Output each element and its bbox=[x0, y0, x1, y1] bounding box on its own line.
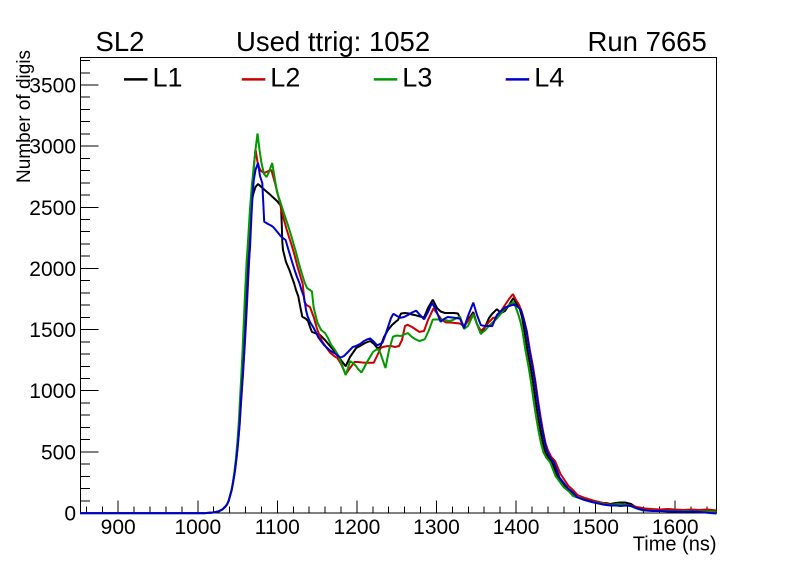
svg-text:L4: L4 bbox=[534, 63, 564, 93]
svg-text:Time (ns): Time (ns) bbox=[633, 534, 717, 556]
svg-text:L2: L2 bbox=[270, 63, 300, 93]
svg-text:2500: 2500 bbox=[29, 197, 76, 220]
svg-text:900: 900 bbox=[101, 516, 136, 539]
svg-text:1000: 1000 bbox=[174, 516, 221, 539]
svg-text:L1: L1 bbox=[153, 63, 183, 93]
svg-text:Run 7665: Run 7665 bbox=[588, 26, 707, 57]
svg-text:1100: 1100 bbox=[255, 516, 300, 539]
svg-text:3500: 3500 bbox=[29, 75, 76, 98]
svg-text:1000: 1000 bbox=[29, 380, 76, 403]
svg-text:2000: 2000 bbox=[29, 258, 76, 281]
svg-text:1500: 1500 bbox=[572, 516, 619, 539]
svg-text:1600: 1600 bbox=[652, 516, 699, 539]
svg-text:1500: 1500 bbox=[29, 319, 76, 342]
svg-text:1300: 1300 bbox=[413, 516, 460, 539]
svg-text:3000: 3000 bbox=[29, 136, 76, 159]
svg-text:Number of digis: Number of digis bbox=[14, 50, 35, 183]
svg-text:1200: 1200 bbox=[334, 516, 381, 539]
svg-text:Used ttrig: 1052: Used ttrig: 1052 bbox=[236, 26, 430, 57]
svg-text:SL2: SL2 bbox=[96, 26, 145, 57]
svg-text:0: 0 bbox=[64, 503, 76, 526]
svg-text:L3: L3 bbox=[402, 63, 432, 93]
svg-text:1400: 1400 bbox=[493, 516, 540, 539]
svg-text:500: 500 bbox=[41, 441, 76, 464]
